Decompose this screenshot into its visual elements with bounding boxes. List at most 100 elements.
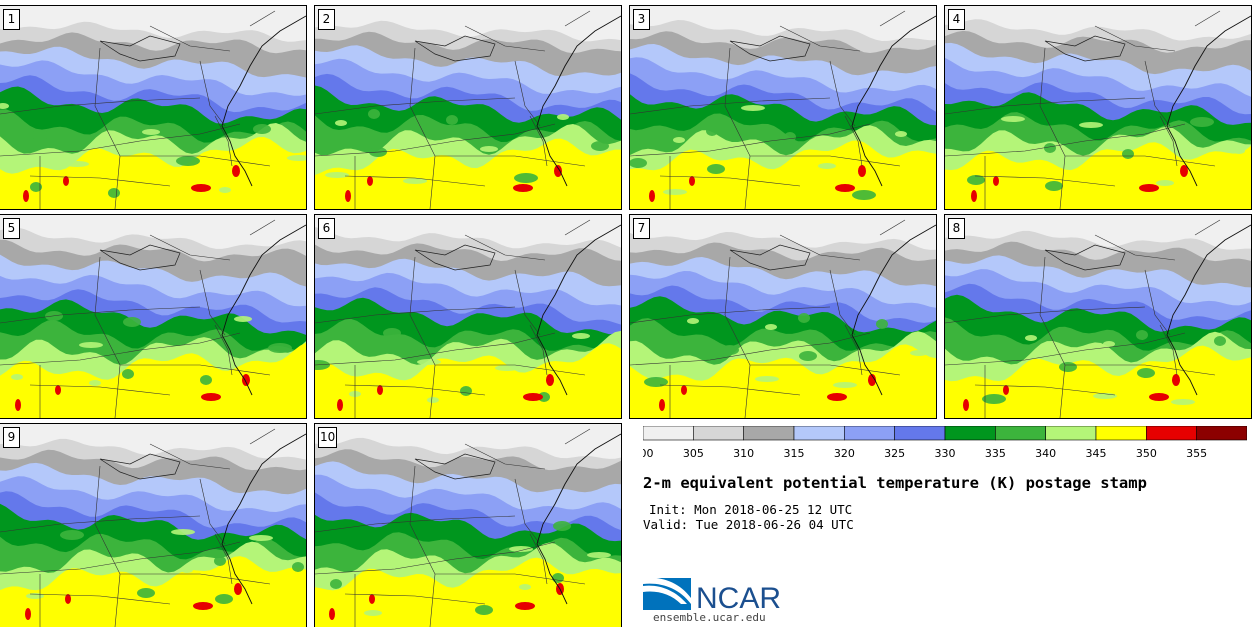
init-time: Init: Mon 2018-06-25 12 UTC [649, 502, 853, 517]
hot-spot [15, 399, 21, 411]
colorbar-bin [643, 426, 694, 441]
field-patch [200, 375, 212, 385]
colorbar-tick-label: 325 [884, 447, 905, 460]
coastline [851, 224, 936, 396]
boundary-line [630, 97, 831, 115]
hot-spot [963, 399, 969, 411]
stamp-map-1 [0, 6, 306, 209]
field-patch [157, 348, 181, 354]
boundary-line [120, 364, 271, 376]
field-patch [707, 164, 725, 174]
boundary-line [149, 234, 231, 261]
field-patch [31, 130, 49, 140]
boundary-line [844, 115, 863, 167]
boundary-line [315, 332, 556, 366]
boundary-line [409, 256, 436, 418]
hot-spot [554, 165, 562, 177]
field-patch [417, 359, 441, 365]
boundary-line [1159, 115, 1178, 167]
member-label-7: 7 [633, 218, 650, 239]
hot-spot [659, 399, 665, 411]
field-patch [833, 382, 857, 388]
field-patch [910, 350, 928, 356]
field-patch [364, 610, 382, 616]
field-patch [784, 132, 796, 142]
field-patch [895, 131, 907, 137]
hot-spot [649, 190, 655, 202]
field-patch [30, 182, 42, 192]
stamp-panel-6: 6 [314, 214, 622, 419]
field-patch [509, 546, 533, 552]
field-patch [89, 380, 101, 386]
coastline [221, 15, 306, 187]
colorbar-bin [1095, 426, 1147, 441]
boundary-line [409, 47, 436, 209]
member-label-1: 1 [3, 9, 20, 30]
boundary-line [829, 269, 856, 336]
boundary-line [0, 541, 241, 575]
boundary-line [724, 256, 751, 418]
boundary-line [94, 465, 121, 627]
great-lakes [99, 453, 181, 480]
field-patch [982, 394, 1006, 404]
boundary-line [120, 573, 271, 585]
boundary-line [315, 515, 516, 533]
field-patch [706, 126, 718, 136]
boundary-line [464, 443, 546, 470]
boundary-line [779, 25, 861, 52]
field-patch [325, 172, 349, 178]
field-patch [1079, 122, 1103, 128]
colorbar-bin [944, 426, 996, 441]
colorbar-bin [1196, 426, 1247, 441]
hot-spot [191, 184, 211, 192]
boundary-line [750, 364, 901, 376]
field-patch [1122, 149, 1134, 159]
member-label-6: 6 [318, 218, 335, 239]
stamp-panel-10: 10 [314, 423, 622, 627]
boundary-line [879, 219, 906, 236]
boundary-line [1065, 364, 1216, 376]
field-patch [214, 556, 226, 566]
coastline [851, 15, 936, 187]
field-patch [755, 376, 779, 382]
field-patch [1011, 154, 1023, 160]
stamp-panel-4: 4 [944, 5, 1252, 210]
theta-e-band [630, 344, 936, 418]
hot-spot [242, 374, 250, 386]
field-patch [1044, 143, 1056, 153]
hot-spot [1003, 385, 1009, 395]
boundary-line [315, 306, 516, 324]
field-patch [799, 351, 817, 361]
boundary-line [29, 384, 171, 396]
field-patch [1025, 335, 1037, 341]
stamp-map-3 [630, 6, 936, 209]
field-patch [818, 163, 836, 169]
stamp-map-10 [315, 424, 621, 627]
great-lakes [1044, 244, 1126, 271]
colorbar-bin [693, 426, 744, 441]
hot-spot [337, 399, 343, 411]
hot-spot [515, 602, 535, 610]
colorbar-bin [743, 426, 795, 441]
stamp-panel-3: 3 [629, 5, 937, 210]
field-patch [60, 530, 84, 540]
hot-spot [858, 165, 866, 177]
field-patch [460, 386, 472, 396]
field-patch [673, 137, 685, 143]
boundary-line [945, 123, 1186, 157]
field-patch [287, 155, 306, 161]
boundary-line [659, 384, 801, 396]
stamp-panel-5: 5 [0, 214, 307, 419]
great-lakes [414, 35, 496, 62]
field-patch [176, 156, 200, 166]
field-patch [79, 342, 103, 348]
boundary-line [435, 155, 586, 167]
field-patch [1156, 180, 1174, 186]
stamp-map-8 [945, 215, 1251, 418]
colorbar-tick-label: 315 [784, 447, 805, 460]
field-patch [142, 129, 160, 135]
colorbar-bin [844, 426, 895, 441]
boundary-line [829, 60, 856, 127]
boundary-line [514, 60, 541, 127]
stamp-map-6 [315, 215, 621, 418]
